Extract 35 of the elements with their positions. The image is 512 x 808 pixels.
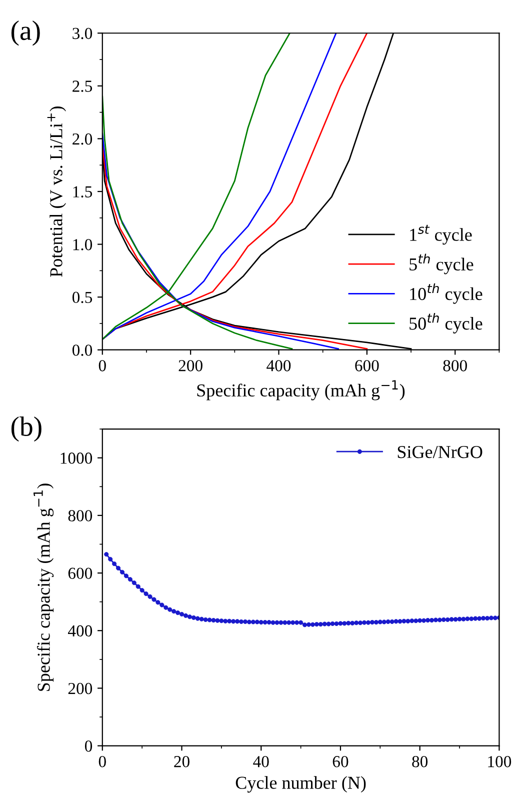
legend-label: 10$^{th}$ cycle [410, 283, 482, 304]
y-tick-label: 0.5 [72, 292, 92, 304]
y-tick-label: 600 [68, 568, 92, 579]
y-axis-title: Potential (V vs. Li/Li$^{+}$) [47, 106, 66, 277]
legend-label: SiGe/NrGO [398, 446, 482, 458]
y-tick-label: 2.0 [72, 133, 92, 145]
x-tick-label: 800 [443, 360, 467, 372]
x-tick-label: 600 [355, 360, 379, 372]
x-tick-label: 20 [174, 756, 190, 768]
chart-title: (b) [11, 416, 42, 442]
chart-title: (a) [11, 20, 40, 46]
x-tick-label: 200 [178, 360, 202, 372]
y-tick-label: 400 [68, 625, 92, 637]
x-tick-label: 100 [488, 756, 512, 768]
y-tick-label: 2.5 [72, 80, 92, 92]
y-tick-label: 0 [84, 740, 92, 752]
y-tick-label: 1.0 [73, 238, 92, 250]
y-axis-title: Specific capacity (mAh g$^{−1}$) [34, 484, 54, 691]
y-tick-label: 200 [68, 682, 92, 694]
y-tick-label: 3.0 [72, 28, 92, 40]
legend-label: 1$^{st}$ cycle [410, 224, 472, 245]
x-axis-title: Cycle number (N) [236, 776, 366, 793]
x-tick-label: 80 [412, 756, 428, 768]
legend-label: 5$^{th}$ cycle [410, 254, 474, 274]
y-tick-label: 1.5 [73, 186, 92, 198]
y-tick-label: 1000 [60, 452, 92, 464]
x-tick-label: 400 [266, 360, 291, 372]
x-tick-label: 60 [332, 756, 348, 768]
x-tick-label: 0 [98, 756, 106, 768]
legend-label: 50$^{th}$ cycle [410, 313, 482, 334]
y-tick-label: 800 [68, 510, 92, 522]
x-tick-label: 40 [253, 756, 269, 768]
y-tick-label: 0.0 [72, 344, 92, 356]
x-axis-title: Specific capacity (mAh g$^{−1}$) [197, 380, 405, 400]
x-tick-label: 0 [98, 360, 106, 372]
